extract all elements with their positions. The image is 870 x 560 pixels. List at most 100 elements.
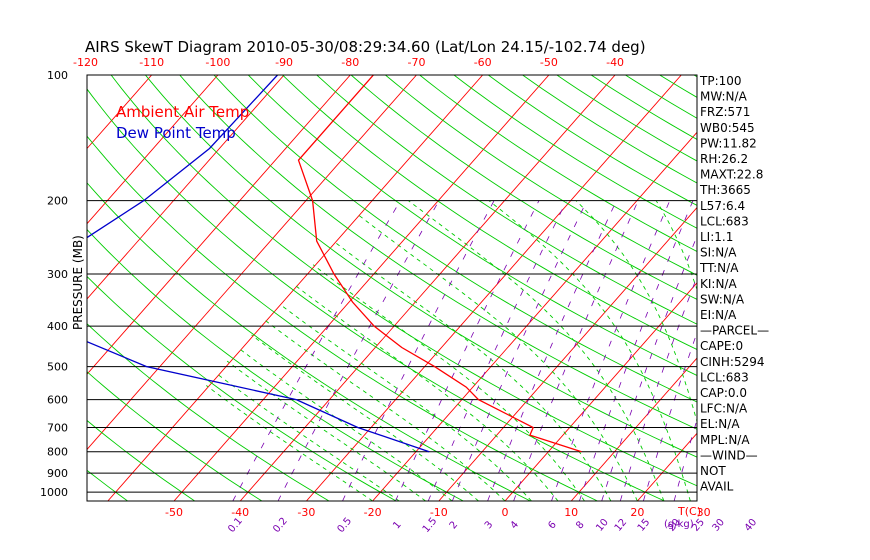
isotherm-line (87, 75, 153, 150)
moist-adiabat-line (263, 318, 506, 501)
bottom-axis-unit: T(C) (677, 505, 701, 518)
dry-adiabat-line (179, 75, 697, 430)
dry-adiabat-line (282, 75, 697, 351)
top-temp-tick-label: -110 (139, 56, 164, 69)
dry-adiabat-line (488, 75, 697, 206)
plot-area (0, 75, 870, 501)
info-panel-item: LCL:683 (700, 370, 749, 384)
mixing-ratio-tick-label: 12 (613, 517, 630, 534)
info-panel-item: TP:100 (699, 74, 742, 88)
mixing-ratio-tick-label: 8 (574, 519, 587, 531)
dry-adiabat-line (87, 182, 531, 501)
isotherm-line (372, 131, 697, 501)
top-temp-tick-label: -50 (540, 56, 558, 69)
info-panel-item: TH:3665 (699, 183, 751, 197)
bottom-temp-tick-label: -20 (364, 506, 382, 519)
isotherm-line (570, 357, 697, 501)
dry-adiabat-line (419, 75, 697, 252)
top-temp-tick-label: -60 (474, 56, 492, 69)
info-panel-item: WB0:545 (700, 121, 755, 135)
top-temp-tick-label: -40 (606, 56, 624, 69)
dry-adiabat-line (247, 75, 697, 376)
info-panel-item: —PARCEL— (700, 324, 769, 338)
info-panel-item: CAP:0.0 (700, 386, 747, 400)
info-panel-item: FRZ:571 (700, 105, 750, 119)
dry-adiabat-line (145, 75, 697, 458)
pressure-tick-label: 800 (47, 446, 68, 459)
top-temp-tick-label: -120 (73, 56, 98, 69)
moist-adiabat-line (206, 385, 373, 501)
dry-adiabat-line (213, 75, 697, 403)
info-panel-item: LI:1.1 (700, 230, 733, 244)
isotherm-line (239, 75, 616, 501)
dry-adiabat-line (831, 75, 870, 501)
top-temp-tick-label: -100 (205, 56, 230, 69)
isotherm-line (0, 75, 19, 501)
isotherm-line (87, 75, 351, 375)
info-panel-item: EI:N/A (700, 308, 737, 322)
moist-adiabat-line (295, 285, 559, 501)
mixing-ratio-line (451, 200, 588, 501)
legend-ambient-air-temp: Ambient Air Temp (116, 103, 249, 121)
info-panel-item: AVAIL (700, 480, 734, 494)
bottom-temp-tick-label: 30 (697, 506, 711, 519)
moist-adiabat-line (408, 200, 665, 501)
mixing-ratio-line (232, 200, 401, 501)
pressure-tick-label: 400 (47, 320, 68, 333)
mixing-ratio-tick-label: 2 (448, 519, 461, 531)
mixing-ratio-tick-label: 40 (743, 517, 760, 534)
moist-adiabat-line (575, 200, 697, 424)
mixing-ratio-tick-label: 3 (483, 519, 496, 531)
mixing-ratio-tick-label: 6 (546, 519, 559, 531)
bottom-temp-tick-label: -10 (430, 506, 448, 519)
dry-adiabat-line (87, 419, 195, 501)
moist-adiabat-line (333, 240, 612, 501)
top-temp-tick-label: -70 (407, 56, 425, 69)
dry-adiabat-line (87, 275, 397, 501)
moist-adiabat-line (312, 264, 585, 501)
mixing-ratio-line (395, 200, 540, 501)
isotherm-line (770, 75, 870, 501)
info-panel-item: L57:6.4 (700, 199, 745, 213)
top-temp-tick-label: -80 (341, 56, 359, 69)
mixing-ratio-unit: (g/kg) (664, 519, 694, 530)
bottom-temp-tick-label: 20 (630, 506, 644, 519)
pressure-tick-label: 500 (47, 361, 68, 374)
isotherm-line (173, 75, 550, 501)
dry-adiabat-line (316, 75, 697, 325)
bottom-temp-tick-label: 10 (564, 506, 578, 519)
info-panel-item: MAXT:22.8 (700, 168, 763, 182)
mixing-ratio-tick-label: 30 (710, 517, 727, 534)
mixing-ratio-tick-label: 15 (636, 517, 653, 534)
dry-adiabat-line (797, 75, 870, 501)
pressure-tick-label: 700 (47, 422, 68, 435)
bottom-temp-tick-label: -40 (231, 506, 249, 519)
dry-adiabat-line (453, 75, 697, 229)
info-panel-item: LFC:N/A (700, 402, 748, 416)
mixing-ratio-tick-label: 4 (509, 519, 522, 531)
dry-adiabat-line (556, 75, 697, 162)
info-panel-item: SI:N/A (700, 246, 737, 260)
pressure-tick-label: 900 (47, 467, 68, 480)
info-panel-item: CAPE:0 (700, 339, 743, 353)
chart-title: AIRS SkewT Diagram 2010-05-30/08:29:34.6… (85, 38, 646, 56)
info-panel-item: TT:N/A (699, 261, 739, 275)
top-temp-tick-label: -90 (275, 56, 293, 69)
info-panel-item: MW:N/A (700, 90, 748, 104)
pressure-tick-label: 200 (47, 195, 68, 208)
info-panel-item: CINH:5294 (700, 355, 765, 369)
info-panel-item: NOT (700, 464, 726, 478)
isotherm-line (836, 75, 870, 501)
pressure-tick-label: 600 (47, 394, 68, 407)
isotherm-line (306, 75, 682, 501)
moist-adiabat-line (356, 213, 638, 501)
moist-adiabat-lines (206, 200, 697, 501)
isotherm-line (87, 75, 285, 300)
isotherm-line (504, 282, 697, 501)
pressure-tick-label: 1000 (40, 486, 68, 499)
dry-adiabat-line (87, 323, 330, 501)
mixing-ratio-line (342, 200, 495, 501)
info-panel-item: —WIND— (700, 448, 758, 462)
